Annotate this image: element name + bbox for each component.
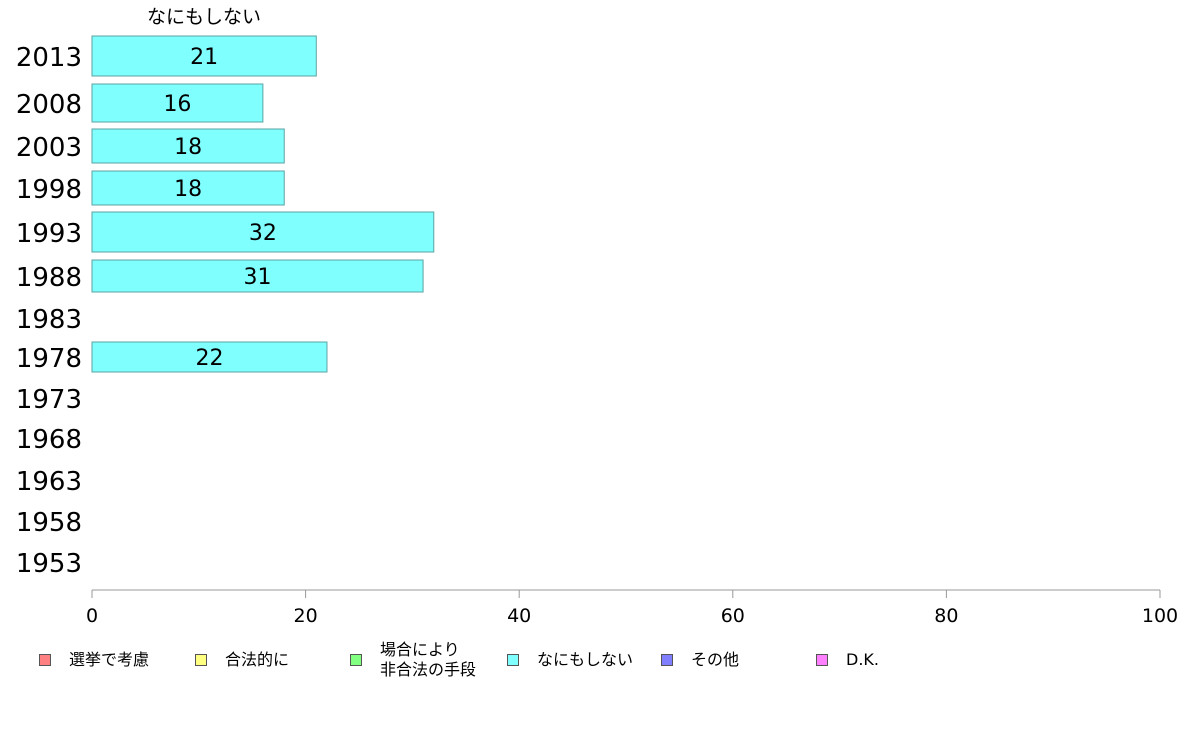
legend-label: D.K. [846, 650, 879, 669]
y-category-label: 1953 [16, 549, 82, 579]
legend-item: 選挙で考慮 [39, 650, 149, 670]
x-tick-label: 80 [934, 605, 958, 627]
legend-swatch [195, 654, 207, 666]
x-tick-label: 60 [721, 605, 745, 627]
y-category-label: 1973 [16, 385, 82, 415]
x-tick-label: 0 [86, 605, 98, 627]
y-category-label: 2008 [16, 90, 82, 120]
bar-value-label: 22 [195, 346, 223, 371]
bar [91, 35, 317, 77]
x-tick-label: 100 [1142, 605, 1178, 627]
y-category-label: 2003 [16, 133, 82, 163]
x-tick-label: 40 [507, 605, 531, 627]
legend-swatch [350, 654, 362, 666]
bar-value-label: 18 [174, 177, 202, 202]
bar [91, 83, 264, 123]
x-tick-label: 20 [294, 605, 318, 627]
legend-item: 場合により 非合法の手段 [350, 640, 476, 680]
series-header-label: なにもしない [147, 6, 261, 28]
legend-swatch [661, 654, 673, 666]
legend-swatch [816, 654, 828, 666]
legend-label: なにもしない [537, 650, 634, 669]
bar [91, 211, 435, 253]
bar-value-label: 31 [244, 265, 272, 290]
legend-item: その他 [661, 650, 739, 670]
y-category-label: 1963 [16, 467, 82, 497]
bar-value-label: 32 [249, 221, 277, 246]
legend-label: 合法的に [225, 650, 290, 669]
y-category-label: 1978 [16, 344, 82, 374]
y-category-label: 2013 [16, 43, 82, 73]
y-category-label: 1998 [16, 175, 82, 205]
legend-item: 合法的に [195, 650, 289, 670]
bar [91, 259, 424, 293]
bar-chart: なにもしない 2013 2008 2003 1998 1993 1988 1983 1978 1… [16, 6, 1178, 627]
legend-swatch [39, 654, 51, 666]
legend-item: なにもしない [507, 650, 633, 670]
bar-value-label: 18 [174, 135, 202, 160]
bar-value-label: 21 [190, 45, 218, 70]
y-category-label: 1958 [16, 508, 82, 538]
legend: 選挙で考慮 合法的に 場合により 非合法の手段 なにもしない その他 D.K. [30, 640, 1170, 690]
bar [91, 170, 285, 206]
y-category-label: 1993 [16, 219, 82, 249]
bar [91, 341, 328, 373]
y-category-label: 1988 [16, 263, 82, 293]
legend-swatch [507, 654, 519, 666]
y-category-label: 1983 [16, 305, 82, 335]
y-category-label: 1968 [16, 425, 82, 455]
legend-item: D.K. [816, 650, 879, 670]
bar [91, 128, 285, 164]
bar-value-label: 16 [163, 92, 191, 117]
legend-label: その他 [691, 650, 740, 669]
legend-label: 場合により 非合法の手段 [380, 640, 477, 679]
legend-label: 選挙で考慮 [69, 650, 150, 669]
